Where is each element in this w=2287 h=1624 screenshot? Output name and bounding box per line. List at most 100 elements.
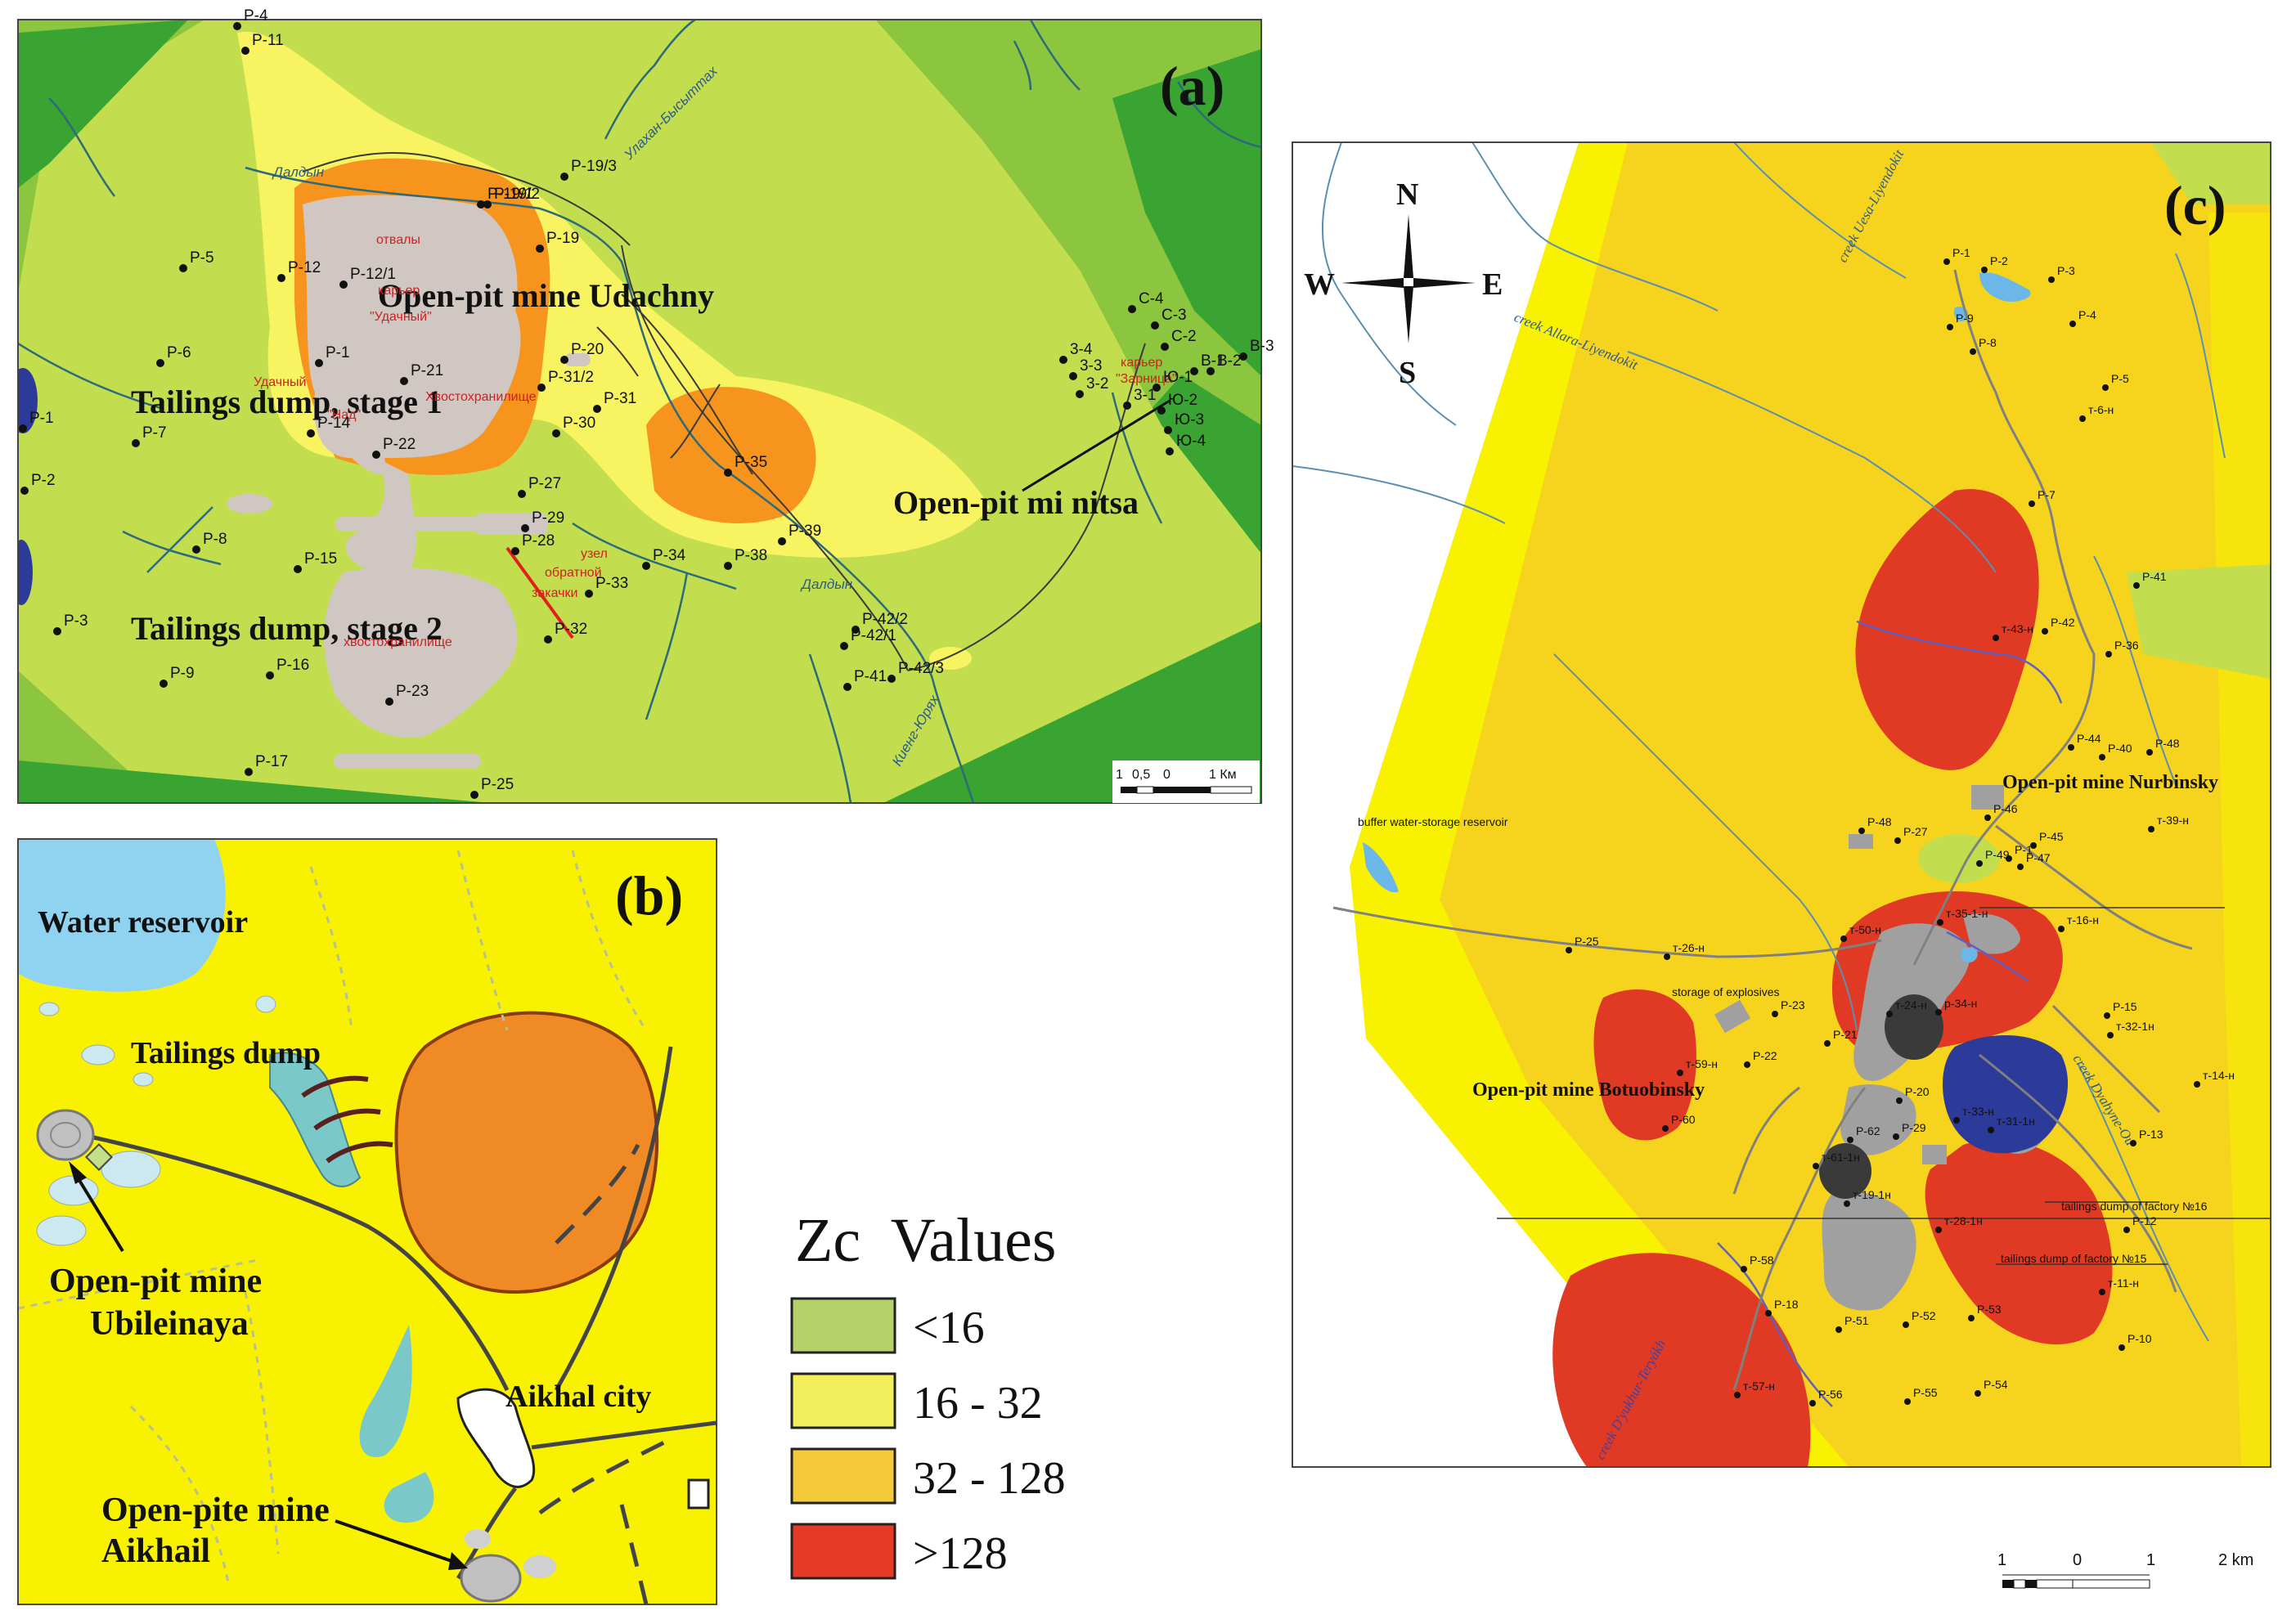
a-point-label: P-14	[317, 415, 351, 432]
zone-yellow-inner	[2208, 213, 2271, 1467]
a-point-marker	[518, 490, 526, 498]
tailings-strip-3	[564, 353, 591, 366]
cyr-hvosto2: хвостохранилище	[344, 635, 452, 649]
c-point-label: P-1	[2015, 843, 2033, 856]
label-explosives: storage of explosives	[1672, 985, 1780, 998]
a-point-marker	[470, 791, 479, 799]
c-point-marker	[2069, 321, 2076, 327]
a-point-label: P-33	[595, 575, 628, 592]
c-point-marker	[1765, 1310, 1772, 1317]
reinjection-line	[505, 546, 574, 639]
c-point-marker	[1984, 814, 1991, 821]
compass-e	[1413, 278, 1476, 288]
c-point-marker	[1903, 1321, 1909, 1328]
c-point-marker	[1993, 635, 1999, 641]
streams-c	[1292, 142, 2226, 1342]
c-point-marker	[2146, 749, 2153, 756]
a-point-label: 3-1	[1134, 387, 1156, 404]
a-point-marker	[1128, 305, 1136, 313]
c-point-marker	[2099, 1289, 2105, 1295]
c-point-marker	[1947, 324, 1953, 330]
a-point-label: P-20	[571, 341, 604, 358]
zone-dark-green-bottom	[18, 760, 491, 803]
a-point-label: С-2	[1171, 328, 1197, 345]
c-point-label: P-22	[1753, 1049, 1777, 1062]
legend-swatch	[790, 1372, 896, 1429]
a-point-marker	[1190, 367, 1198, 375]
c-point-marker	[1566, 947, 1572, 953]
c-point-label: P-49	[1985, 848, 2010, 861]
scale-a-bar-white	[1136, 786, 1154, 794]
c-point-label: P-42	[2051, 616, 2075, 629]
a-point-marker	[241, 47, 249, 55]
a-point-label: P-1	[29, 410, 54, 427]
zarnitsa-arrow	[1022, 399, 1170, 492]
c-point-label: т-43-н	[2002, 622, 2033, 635]
a-point-label: P-11	[252, 32, 284, 49]
a-point-marker	[233, 22, 241, 30]
zone-orange-p35	[646, 387, 816, 523]
a-point-marker	[477, 200, 485, 209]
a-point-marker	[385, 698, 393, 706]
scale-a-bar-black2	[1153, 787, 1211, 793]
a-point-marker	[372, 451, 380, 459]
c-point-marker	[1847, 1137, 1853, 1143]
ubileinaya-pit-inner	[50, 1122, 81, 1148]
a-point-label: P-42/3	[898, 660, 944, 677]
cyr-nad: "Над"	[327, 408, 361, 422]
navy-tailings	[1943, 1035, 2069, 1154]
a-point-label: P-23	[396, 683, 429, 700]
scale-a-1: 1	[1116, 768, 1123, 782]
c-point-marker	[2030, 842, 2037, 849]
a-point-marker	[585, 590, 593, 598]
small-lakes-b	[36, 995, 276, 1246]
a-point-marker	[536, 244, 544, 253]
zone-red-1	[1855, 489, 2039, 770]
a-point-marker	[537, 384, 546, 392]
a-point-marker	[560, 356, 568, 364]
c-point-label: P-2	[1990, 254, 2008, 267]
c-point-marker	[2048, 276, 2055, 283]
a-point-marker	[851, 626, 860, 634]
c-point-label: P-5	[2111, 372, 2129, 385]
cyr-uzel: узел	[581, 547, 608, 561]
c-point-label: т-32-1н	[2116, 1020, 2154, 1033]
c-point-label: т-16-н	[2067, 913, 2099, 926]
label-zarnitsa: Open-pit mi nitsa	[893, 484, 1139, 521]
zone-green-right	[2127, 564, 2271, 679]
zone-dark-green-br	[883, 621, 1261, 803]
c-point-label: P-21	[1833, 1028, 1858, 1041]
roads-b	[89, 1046, 717, 1580]
c-point-label: P-62	[1856, 1124, 1880, 1137]
c-point-marker	[2104, 1012, 2110, 1019]
a-point-label: P-28	[522, 532, 555, 550]
a-point-marker	[544, 635, 552, 644]
c-point-label: т-11-н	[2108, 1276, 2139, 1290]
label-dump15: tailings dump of factory №15	[2001, 1252, 2147, 1265]
panel-a-labels: (a) Open-pit mine Udachny Open-pit mi ni…	[131, 55, 1224, 647]
label-buffer: buffer water-storage reservoir	[1358, 815, 1508, 828]
a-point-label: P-39	[789, 523, 821, 540]
zone-yellow-small	[929, 647, 972, 670]
c-point-label: P-3	[2057, 264, 2075, 277]
legend-swatch	[790, 1447, 896, 1505]
scale-c-bar-3	[2025, 1580, 2037, 1588]
roads-c	[1332, 269, 2193, 1391]
rivers-a	[18, 20, 1261, 803]
c-point-label: P-58	[1750, 1254, 1774, 1267]
c-point-marker	[1953, 1117, 1960, 1124]
a-point-marker	[160, 680, 168, 688]
c-point-marker	[1662, 1125, 1669, 1132]
a-point-marker	[1069, 372, 1077, 380]
a-point-marker	[1206, 367, 1215, 375]
compass: N W E S	[1304, 177, 1503, 390]
c-point-label: т-6-н	[2088, 403, 2114, 416]
dashed-roads-b	[538, 1143, 672, 1604]
c-point-label: P-12	[2132, 1214, 2157, 1227]
c-point-marker	[1741, 1266, 1747, 1272]
c-point-marker	[1968, 1315, 1975, 1321]
c-point-marker	[2029, 500, 2035, 507]
a-point-label: P-21	[411, 362, 443, 379]
c-point-label: P-54	[1984, 1378, 2008, 1391]
c-point-marker	[2107, 1032, 2114, 1039]
